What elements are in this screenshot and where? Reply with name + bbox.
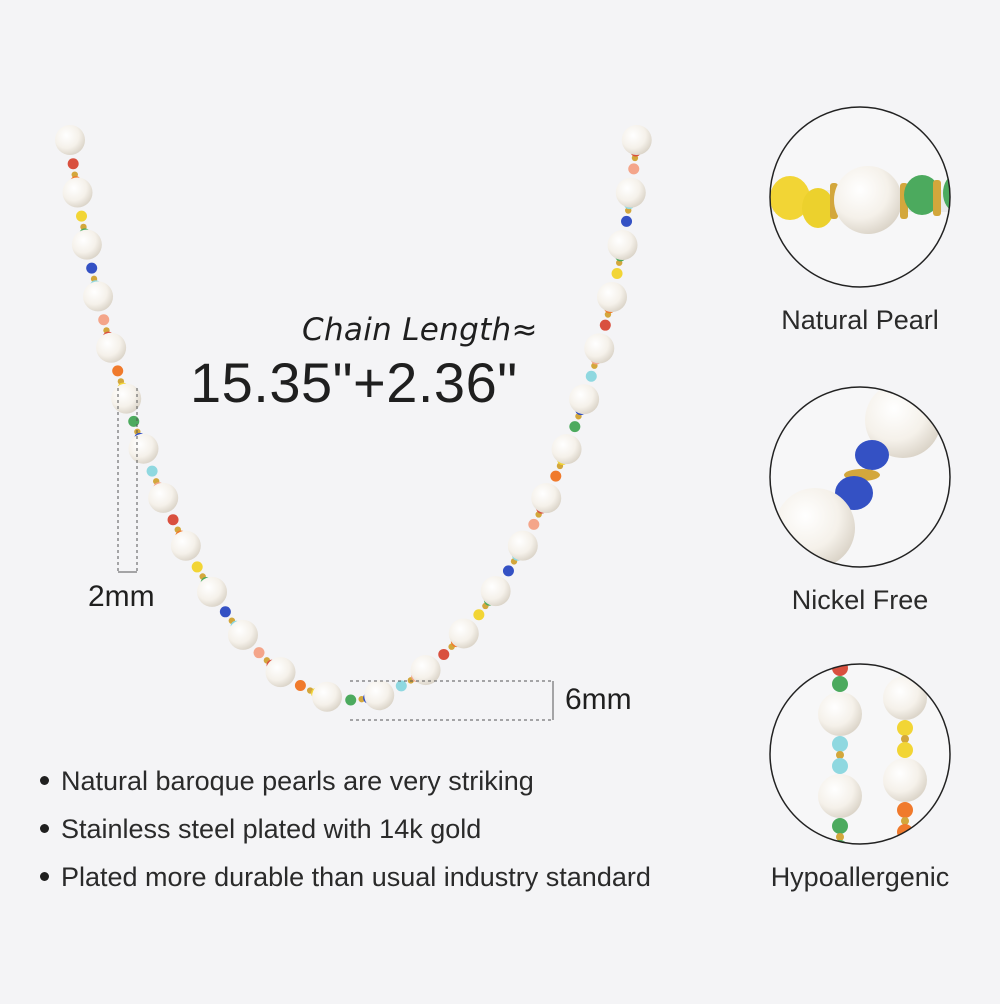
pearl [312, 681, 343, 712]
pearl [584, 333, 615, 364]
bead-size-label: 2mm [88, 580, 155, 613]
pearl [507, 530, 538, 561]
seed-bead [832, 736, 848, 752]
seed-bead [611, 268, 623, 280]
pearl [883, 758, 927, 802]
seed-bead [128, 415, 140, 427]
seed-bead [219, 606, 231, 618]
seed-bead [897, 802, 913, 818]
pearl [364, 680, 395, 711]
pearl [551, 434, 582, 465]
seed-bead [832, 676, 848, 692]
bead-size-guide [117, 388, 138, 573]
detail-natural-pearl [769, 106, 951, 288]
pearl [170, 530, 201, 561]
detail-caption-hypoallergenic: Hypoallergenic [770, 862, 950, 892]
pearl [615, 177, 646, 208]
pearl [71, 229, 102, 260]
pearl [96, 332, 127, 363]
pearl [128, 433, 159, 464]
detail-caption-nickel-free: Nickel Free [791, 585, 929, 615]
seed-bead [569, 421, 581, 433]
pearl [83, 281, 114, 312]
bullet-icon [40, 872, 49, 882]
seed-bead [628, 163, 640, 175]
detail-caption-natural-pearl: Natural Pearl [781, 305, 939, 335]
pearl [62, 177, 93, 208]
seed-bead [98, 314, 110, 326]
chain-length-value: 15.35"+2.36" [190, 351, 518, 414]
seed-bead [550, 470, 562, 482]
pearl [227, 619, 258, 650]
seed-bead [897, 720, 913, 736]
pearl [410, 655, 441, 686]
pearl [480, 576, 511, 607]
bullet-icon [40, 776, 49, 786]
gold-spacer [836, 751, 844, 759]
seed-bead [621, 215, 633, 227]
pearl [818, 774, 862, 818]
pearl [621, 125, 652, 156]
seed-bead [146, 465, 158, 477]
pearl-size-guide [350, 680, 554, 721]
gold-spacer [901, 735, 909, 743]
necklace-strand [55, 125, 652, 712]
pearl [197, 576, 228, 607]
pearl-size-label: 6mm [565, 683, 632, 716]
seed-bead [76, 210, 88, 222]
seed-bead [832, 664, 848, 676]
seed-bead [294, 680, 306, 692]
pearl [569, 384, 600, 415]
feature-item: Natural baroque pearls are very striking [40, 762, 651, 810]
seed-bead [67, 158, 79, 170]
seed-bead [599, 319, 611, 331]
seed-bead [832, 758, 848, 774]
seed-bead [585, 370, 597, 382]
seed-bead [345, 694, 357, 706]
seed-bead [438, 648, 450, 660]
seed-bead [86, 262, 98, 274]
seed-bead [897, 742, 913, 758]
seed-bead [395, 680, 407, 692]
bullet-icon [40, 824, 49, 834]
gold-spacer [836, 833, 844, 841]
seed-bead [167, 514, 179, 526]
gold-spacer [901, 817, 909, 825]
chain-length-label: Chain Length≈ [302, 312, 538, 348]
seed-bead [253, 647, 265, 659]
seed-bead [502, 565, 514, 577]
seed-bead [528, 518, 540, 530]
pearl [531, 483, 562, 514]
pearl [55, 125, 85, 155]
pearl [448, 618, 479, 649]
feature-list: Natural baroque pearls are very striking… [40, 762, 651, 906]
seed-bead [191, 561, 203, 573]
seed-bead [112, 365, 124, 377]
pearl [148, 482, 179, 513]
seed-bead [473, 609, 485, 621]
pearl [265, 657, 296, 688]
feature-item: Plated more durable than usual industry … [40, 858, 651, 906]
pearl [818, 692, 862, 736]
pearl [111, 383, 142, 414]
pearl [597, 281, 628, 312]
feature-item: Stainless steel plated with 14k gold [40, 810, 651, 858]
detail-hypoallergenic [769, 663, 951, 845]
detail-nickel-free [769, 386, 951, 568]
seed-bead [832, 818, 848, 834]
pearl [607, 230, 638, 261]
pearl [883, 676, 927, 720]
